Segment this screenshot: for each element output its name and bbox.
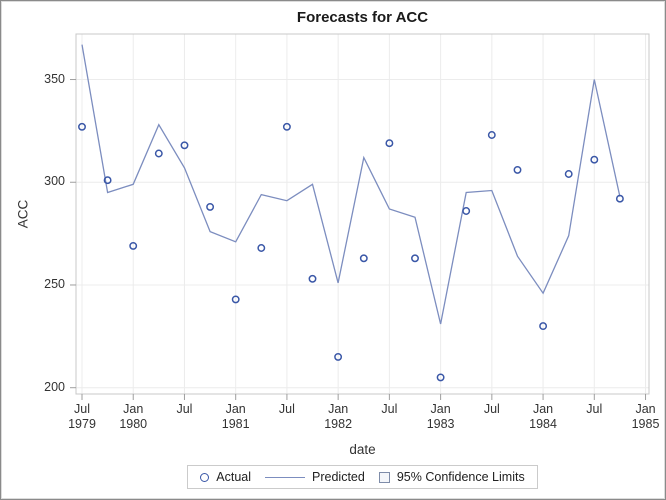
legend: Actual Predicted 95% Confidence Limits (76, 465, 649, 489)
y-tick-label: 350 (44, 71, 65, 86)
actual-marker (206, 202, 215, 211)
predicted-line-icon (265, 476, 306, 478)
actual-marker (154, 149, 163, 158)
y-tick-label: 300 (44, 174, 65, 189)
actual-marker (129, 241, 138, 250)
y-tick-label: 200 (44, 379, 65, 394)
actual-marker (359, 254, 368, 263)
actual-marker-icon (200, 472, 210, 482)
chart-title: Forecasts for ACC (296, 9, 429, 26)
x-axis-label: date (349, 442, 376, 457)
actual-marker (282, 122, 291, 131)
actual-marker (513, 165, 522, 174)
actual-marker (180, 141, 189, 150)
actual-marker (436, 373, 445, 382)
actual-marker (257, 244, 266, 252)
legend-box: Actual Predicted 95% Confidence Limits (187, 465, 538, 489)
y-axis-label: ACC (15, 199, 31, 229)
legend-item-predicted: Predicted (265, 470, 365, 484)
actual-marker (385, 139, 394, 148)
legend-label-confidence: 95% Confidence Limits (396, 470, 525, 484)
actual-marker (308, 274, 317, 283)
actual-marker (78, 122, 86, 131)
actual-marker (462, 207, 471, 215)
plot-frame (75, 33, 650, 395)
actual-marker (411, 254, 419, 263)
actual-marker (615, 194, 624, 203)
y-axis-ticks: 350 300 250 200 (29, 1, 65, 499)
actual-marker (334, 352, 343, 361)
actual-marker (487, 131, 496, 139)
actual-marker (103, 176, 112, 185)
confidence-band-icon (378, 471, 390, 483)
legend-label-predicted: Predicted (312, 470, 365, 484)
legend-item-actual: Actual (200, 470, 251, 484)
predicted-line (81, 44, 621, 325)
actual-marker (539, 322, 548, 331)
y-tick-label: 250 (44, 276, 65, 291)
actual-marker (590, 155, 599, 164)
legend-item-confidence: 95% Confidence Limits (378, 470, 525, 484)
actual-marker (564, 170, 573, 178)
actual-marker (231, 295, 240, 304)
legend-label-actual: Actual (216, 470, 252, 484)
